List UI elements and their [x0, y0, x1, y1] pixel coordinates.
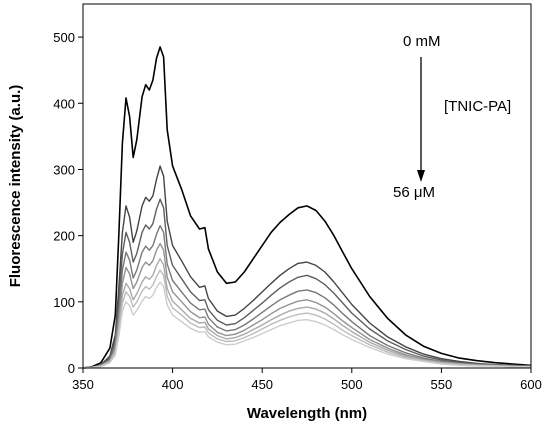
plot-frame [82, 3, 532, 369]
annotation-arrow-head [417, 170, 425, 182]
x-tick-label-600: 600 [520, 377, 542, 392]
series-line-2 [82, 165, 532, 369]
y-tick-label-100: 100 [53, 295, 75, 310]
y-tick-label-300: 300 [53, 162, 75, 177]
x-tick-label-400: 400 [162, 377, 184, 392]
series-line-7 [82, 269, 531, 369]
x-tick-label-450: 450 [251, 377, 273, 392]
x-tick-label-350: 350 [72, 377, 94, 392]
series-line-6 [82, 258, 531, 369]
annotation-start-concentration: 0 mM [403, 33, 441, 50]
axes-layer: 350 400 450 500 550 600 0 100 200 300 400 500 [53, 30, 542, 392]
y-tick-label-0: 0 [68, 361, 75, 376]
series-line-5 [82, 242, 532, 369]
series-line-4 [82, 225, 532, 369]
series-layer [82, 46, 532, 369]
x-axis-title: Wavelength (nm) [247, 405, 367, 422]
annotation-end-concentration: 56 μM [393, 184, 435, 201]
x-tick-label-500: 500 [341, 377, 363, 392]
y-tick-label-200: 200 [53, 229, 75, 244]
y-tick-label-500: 500 [53, 30, 75, 45]
series-line-1 [82, 46, 532, 369]
y-axis-title: Fluorescence intensity (a.u.) [7, 85, 24, 288]
series-line-3 [82, 198, 532, 369]
annotation-analyte-label: [TNIC-PA] [444, 98, 511, 115]
x-tick-label-550: 550 [431, 377, 453, 392]
y-tick-label-400: 400 [53, 96, 75, 111]
series-line-8 [82, 281, 531, 369]
